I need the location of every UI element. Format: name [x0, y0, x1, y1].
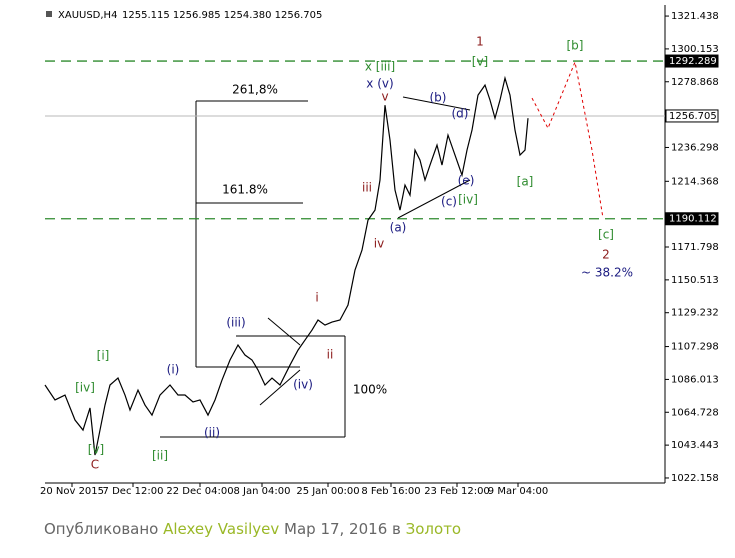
y-tick-label: 1214.368 [671, 176, 719, 187]
price-tag-label: 1292.289 [669, 56, 717, 67]
wave-label: [a] [517, 175, 534, 189]
footer-text: Опубликовано [44, 520, 159, 538]
wave-label: (i) [167, 363, 180, 377]
y-tick-label: 1043.443 [671, 440, 719, 451]
wave-label: [c] [598, 228, 614, 242]
wave-label: (iv) [293, 377, 313, 391]
wave-label: iv [374, 237, 384, 251]
y-tick-label: 1086.013 [671, 374, 719, 385]
x-tick-label: 9 Mar 04:00 [488, 486, 548, 497]
fib-label: 100% [353, 383, 387, 397]
trend-line [397, 179, 471, 219]
wave-label: ~ 38.2% [581, 266, 633, 280]
trend-line [267, 317, 301, 346]
y-tick-label: 1321.438 [671, 11, 719, 22]
wave-label: C [91, 458, 99, 472]
x-tick-label: 23 Feb 12:00 [424, 486, 490, 497]
x-tick-label: 22 Dec 04:00 [166, 486, 233, 497]
price-line [531, 60, 604, 219]
fib-drawing [160, 100, 346, 438]
trend-line [402, 96, 471, 111]
trend-lines [259, 96, 471, 406]
wave-label: [v] [88, 442, 104, 456]
wave-label: (c) [441, 195, 457, 209]
y-tick-label: 1064.728 [671, 407, 719, 418]
y-tick-label: 1129.232 [671, 308, 719, 319]
y-tick-label: 1278.868 [671, 77, 719, 88]
x-tick-label: 7 Dec 12:00 [103, 486, 164, 497]
wave-label: [v] [472, 55, 488, 69]
wave-label: v [381, 89, 388, 103]
fib-label: 261,8% [232, 83, 278, 97]
wave-label: [iv] [75, 381, 95, 395]
symbol: XAUUSD,H4 [58, 10, 117, 21]
wave-label: x (v) [366, 77, 393, 91]
price-line [44, 75, 529, 456]
footer: Опубликовано Alexey Vasilyev Мар 17, 201… [44, 520, 461, 538]
y-tick-label: 1022.158 [671, 473, 719, 484]
price-tag-label: 1190.112 [669, 214, 717, 225]
wave-label: i [315, 291, 318, 305]
wave-label: [ii] [152, 448, 168, 462]
wave-label: x [iii] [365, 60, 395, 74]
wave-label: [iv] [458, 193, 478, 207]
y-tick-label: 1107.298 [671, 342, 719, 353]
trend-line [259, 369, 301, 406]
wave-label: (iii) [226, 316, 245, 330]
wave-label: 2 [602, 248, 610, 262]
wave-label: ii [327, 348, 334, 362]
price-tag [665, 109, 719, 123]
price-tag [665, 212, 719, 226]
y-tick-label: 1300.153 [671, 44, 719, 55]
footer-text: Мар 17, 2016 в [284, 520, 401, 538]
wave-label: (ii) [204, 425, 220, 439]
wave-label: iii [362, 181, 372, 195]
x-tick-label: 20 Nov 2015 [40, 486, 104, 497]
chart: XAUUSD,H4 1255.115 1256.985 1254.380 125… [40, 5, 719, 497]
wave-label: [b] [567, 39, 584, 53]
ohlc: 1255.115 1256.985 1254.380 1256.705 [122, 10, 322, 21]
price-tag-label: 1256.705 [669, 111, 717, 122]
price-tag [665, 54, 719, 68]
wave-label: [i] [97, 349, 110, 363]
author[interactable]: Alexey Vasilyev [163, 520, 280, 538]
wave-label: (d) [452, 107, 469, 121]
wave-label: (e) [458, 174, 475, 188]
wave-label: 1 [476, 35, 484, 49]
x-tick-label: 8 Feb 16:00 [361, 486, 420, 497]
wave-label: (a) [390, 221, 407, 235]
fib-label: 161.8% [222, 183, 268, 197]
y-tick-label: 1171.798 [671, 242, 719, 253]
category[interactable]: Золото [405, 520, 462, 538]
wave-label: (b) [430, 91, 447, 105]
y-tick-label: 1150.513 [671, 275, 719, 286]
symbol-icon [46, 11, 52, 17]
x-tick-label: 8 Jan 04:00 [234, 486, 291, 497]
y-tick-label: 1236.298 [671, 142, 719, 153]
x-tick-label: 25 Jan 00:00 [296, 486, 359, 497]
